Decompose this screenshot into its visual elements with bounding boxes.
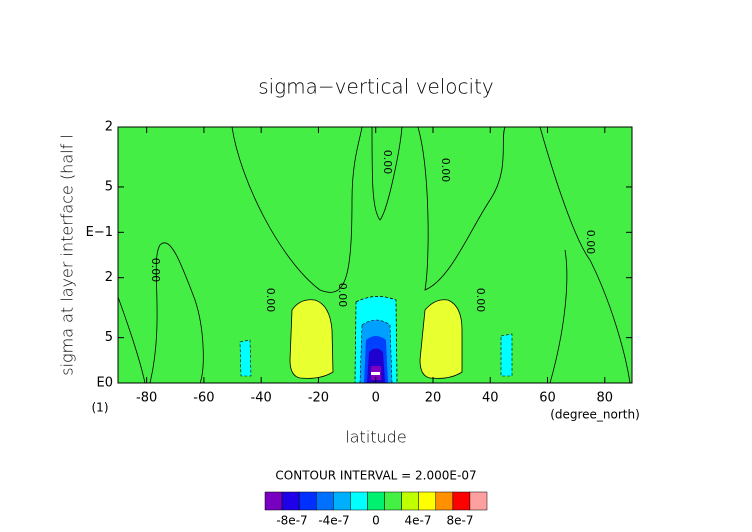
colorbar-label: -8e-7 [276,514,307,528]
y-unit: (1) [92,401,109,415]
x-tick-label: -60 [193,391,214,406]
contour-label: 0.00 [149,258,162,283]
y-tick-label: 5 [105,330,113,345]
contour-label: 0.00 [264,288,277,313]
y-tick-label: E−1 [86,225,113,240]
x-tick-label: 20 [425,391,442,406]
x-axis-label: latitude [345,428,406,447]
colorbar-swatch [281,491,300,511]
colorbar-label: 4e-7 [405,514,432,528]
colorbar-swatch [367,491,385,511]
colorbar-swatch [264,491,283,511]
colorbar-swatch [384,491,402,511]
y-tick-label: 2 [105,270,113,285]
contour-label: 0.00 [381,150,394,175]
y-tick-label: 2 [105,120,113,135]
contour-fill [289,299,334,379]
contour-line [231,127,363,293]
chart-title: sigma−vertical velocity [258,75,494,99]
colorbar-swatch [333,491,351,511]
contour-line [539,127,631,383]
colorbar-swatch [469,491,488,511]
colorbar-swatch [401,491,419,511]
x-tick-label: 0 [372,391,380,406]
contour-fill [419,299,463,379]
contour-fill [371,372,380,375]
contour-field [118,127,631,383]
colorbar-label: 8e-7 [447,514,474,528]
contour-label: 0.00 [584,230,597,255]
contour-line [417,127,506,291]
x-unit: (degree_north) [550,408,640,422]
plot-frame [117,126,633,384]
x-tick-label: 60 [539,391,556,406]
y-tick-label: 5 [105,179,113,194]
contour-line [149,242,204,383]
x-tick-label: 40 [482,391,499,406]
contour-label: 0.00 [474,288,487,313]
contour-line [549,249,568,383]
contour-lines [118,127,631,383]
y-tick-label: E0 [97,376,114,391]
colorbar-swatch [452,491,471,511]
contour-line [118,296,146,383]
contour-fill [500,333,513,377]
x-tick-label: 80 [597,391,614,406]
contour-interval: CONTOUR INTERVAL = 2.000E-07 [275,469,476,483]
contour-label: 0.00 [336,283,349,308]
contour-label: 0.00 [439,158,452,183]
colorbar-swatch [298,491,317,511]
colorbar-swatch [435,491,454,511]
colorbar-swatch [315,491,334,511]
contour-fill [239,339,252,377]
x-tick-label: -40 [251,391,272,406]
x-tick-label: -80 [136,391,157,406]
y-axis-label: sigma at layer interface (half l [58,134,77,376]
colorbar-swatch [350,491,368,511]
colorbar-label: -4e-7 [318,514,349,528]
x-tick-label: -20 [308,391,329,406]
colorbar-swatch [418,491,437,511]
contour-line [371,127,403,221]
colorbar-label: 0 [372,514,380,528]
